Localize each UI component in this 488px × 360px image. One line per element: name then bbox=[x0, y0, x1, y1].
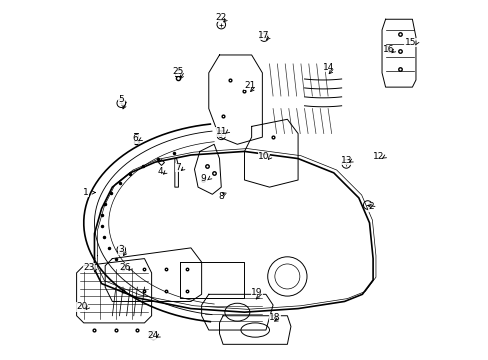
Text: 5: 5 bbox=[118, 95, 124, 104]
Text: 2: 2 bbox=[368, 202, 373, 211]
Text: 9: 9 bbox=[200, 174, 206, 183]
Text: 22: 22 bbox=[215, 13, 226, 22]
Text: 17: 17 bbox=[258, 31, 269, 40]
Text: 12: 12 bbox=[372, 152, 384, 161]
Text: 8: 8 bbox=[218, 192, 224, 201]
Text: 18: 18 bbox=[268, 313, 280, 322]
Text: 13: 13 bbox=[340, 156, 351, 165]
Text: 23: 23 bbox=[83, 263, 95, 272]
Text: 26: 26 bbox=[119, 263, 130, 272]
Text: 25: 25 bbox=[172, 67, 183, 76]
Text: 20: 20 bbox=[76, 302, 87, 311]
Text: 7: 7 bbox=[175, 163, 181, 172]
Text: 24: 24 bbox=[147, 331, 159, 340]
Text: 15: 15 bbox=[404, 38, 415, 47]
Text: 16: 16 bbox=[383, 45, 394, 54]
Text: 10: 10 bbox=[258, 152, 269, 161]
Text: 4: 4 bbox=[158, 167, 163, 176]
Text: 3: 3 bbox=[118, 245, 124, 254]
Text: 6: 6 bbox=[132, 134, 138, 143]
Text: 1: 1 bbox=[82, 188, 88, 197]
Text: 21: 21 bbox=[244, 81, 255, 90]
Text: 11: 11 bbox=[215, 127, 226, 136]
Text: 14: 14 bbox=[322, 63, 333, 72]
Text: 19: 19 bbox=[251, 288, 262, 297]
